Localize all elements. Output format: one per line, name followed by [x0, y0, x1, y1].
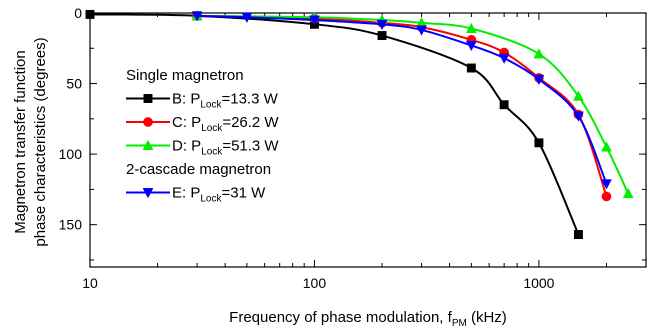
legend-label-value: =31 W	[221, 185, 266, 202]
data-point	[499, 100, 509, 110]
data-point	[241, 12, 253, 23]
series-B	[85, 9, 583, 239]
x-tick-label: 100	[303, 275, 327, 291]
legend-marker	[143, 117, 153, 127]
data-point	[309, 15, 320, 26]
data-point	[416, 25, 427, 36]
data-point	[85, 9, 95, 19]
legend-label-main: B: P	[172, 91, 200, 108]
legend-label: B: PLock=13.3 W	[172, 91, 279, 111]
legend-marker	[142, 188, 154, 199]
data-point	[533, 74, 545, 86]
legend-label-sub: Lock	[200, 100, 222, 111]
legend-label-sub: Lock	[201, 123, 223, 134]
data-point	[573, 111, 584, 122]
data-point	[622, 187, 634, 199]
data-point	[601, 141, 612, 152]
series-line	[197, 14, 608, 185]
data-point	[601, 179, 612, 190]
data-point	[573, 230, 583, 239]
data-point	[377, 31, 387, 41]
legend-label-sub: Lock	[201, 147, 223, 158]
data-point	[191, 11, 203, 22]
y-tick-label: 100	[59, 146, 83, 162]
legend-group-title: Single magnetron	[126, 67, 244, 84]
legend-entry-C: C: PLock=26.2 W	[126, 114, 279, 134]
y-axis-label-line1: Magnetron transfer function	[12, 50, 29, 233]
y-tick-label: 50	[66, 76, 82, 92]
y-axis-label-line2: phase characteristics (degrees)	[32, 37, 49, 246]
data-point	[533, 48, 545, 59]
series-E	[191, 11, 612, 190]
legend-label-value: =26.2 W	[222, 114, 279, 131]
legend-label: C: PLock=26.2 W	[172, 114, 279, 134]
legend-label-value: =13.3 W	[221, 91, 278, 108]
axis-ticks: 10 100 1000 0 50 100 150	[59, 5, 647, 291]
data-point	[573, 90, 584, 101]
legend-group-title: 2-cascade magnetron	[126, 161, 271, 178]
y-tick-label: 150	[59, 217, 83, 233]
series-line	[89, 13, 580, 235]
legend-label-sub: Lock	[200, 194, 222, 205]
x-axis-label-sub: PM	[452, 318, 467, 329]
legend-entry-B: B: PLock=13.3 W	[126, 91, 279, 111]
data-point	[498, 53, 510, 64]
data-point	[465, 22, 477, 33]
data-point	[534, 138, 544, 148]
y-tick-label: 0	[74, 5, 82, 21]
legend-label-main: D: P	[172, 138, 201, 155]
legend-label-main: C: P	[172, 114, 201, 131]
legend-marker	[143, 94, 153, 103]
series-layer	[85, 9, 634, 239]
legend-label-main: E: P	[172, 185, 200, 202]
data-point	[465, 41, 477, 52]
legend-label: E: PLock=31 W	[172, 185, 266, 205]
legend-label-value: =51.3 W	[222, 138, 279, 155]
legend-label: D: PLock=51.3 W	[172, 138, 279, 158]
data-point	[601, 191, 612, 202]
x-axis-label: Frequency of phase modulation, fPM (kHz)	[229, 309, 507, 329]
data-point	[466, 63, 476, 73]
x-axis-label-main: Frequency of phase modulation, f	[229, 309, 452, 326]
legend-entry-E: E: PLock=31 W	[126, 185, 266, 205]
legend-entry-D: D: PLock=51.3 W	[126, 138, 279, 158]
plot-frame	[89, 12, 647, 268]
x-tick-label: 1000	[523, 275, 554, 291]
legend-marker	[142, 139, 154, 150]
x-tick-label: 10	[82, 275, 98, 291]
x-axis-label-unit: (kHz)	[467, 309, 507, 326]
data-point	[376, 19, 388, 31]
